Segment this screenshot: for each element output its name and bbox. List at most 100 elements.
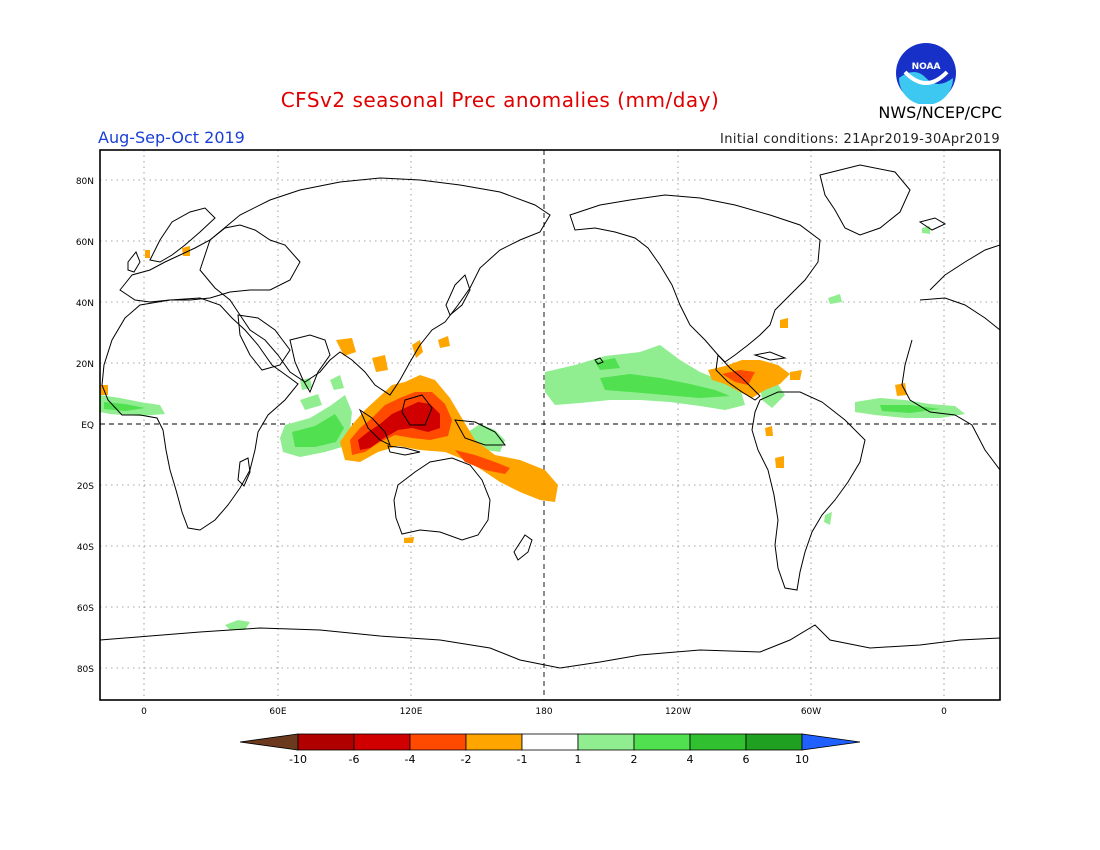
noaa-logo-text: NOAA — [912, 62, 941, 72]
coast-south-america — [751, 391, 866, 591]
dry-patch-bay-bengal — [336, 338, 356, 356]
lat-label: 80N — [76, 177, 94, 187]
initial-conditions: Initial conditions: 21Apr2019-30Apr2019 — [719, 132, 1000, 147]
dry-patch-europe — [145, 250, 150, 258]
wet-patch-bay-bengal — [330, 375, 344, 390]
legend-swatch — [521, 733, 579, 751]
dry-patch-andes — [765, 426, 773, 436]
coast-uk — [127, 251, 141, 273]
legend-swatch — [689, 733, 747, 751]
map-background — [100, 150, 1000, 700]
wet-patch-indian-ocean-core — [292, 414, 344, 447]
wet-patch-north-atlantic — [828, 294, 842, 304]
coast-asia — [199, 177, 551, 396]
coast-java — [387, 445, 421, 456]
legend-tick-label: 6 — [743, 753, 750, 766]
wet-patch-southern-ocean — [225, 620, 250, 630]
dry-patch-philippines-2 — [438, 336, 450, 348]
legend-tick-label: -4 — [405, 753, 416, 766]
lon-label: 60E — [269, 707, 286, 717]
dry-patch-amazon — [775, 456, 784, 468]
coast-hawaii — [594, 357, 604, 365]
legend-tick-label: 4 — [687, 753, 694, 766]
coast-central-america — [715, 353, 761, 401]
agency-label: NWS/NCEP/CPC — [878, 103, 1002, 122]
forecast-period: Aug-Sep-Oct 2019 — [98, 128, 245, 147]
lat-label: 40N — [76, 299, 94, 309]
noaa-logo: NOAA — [896, 43, 956, 104]
legend-tick-label: -2 — [461, 753, 472, 766]
coastlines — [100, 164, 1000, 669]
legend-tick-label: -1 — [517, 753, 528, 766]
legend-tick-label: 10 — [795, 753, 809, 766]
coast-north-america — [569, 194, 821, 363]
lon-label: 0 — [141, 707, 147, 717]
legend-swatch — [409, 733, 467, 751]
wet-patch-indian-ocean-north — [300, 394, 322, 410]
coast-scandinavia — [149, 207, 216, 263]
coast-australia — [393, 457, 491, 541]
coast-europe-east-edge — [929, 244, 1000, 291]
lon-label: 180 — [535, 707, 552, 717]
dry-patch-atlantic-coast — [895, 383, 907, 396]
wet-patch-tropical-atlantic-core — [880, 405, 940, 413]
coast-sumatra — [358, 408, 391, 447]
gridlines — [100, 150, 1000, 700]
dry-patch-australia — [404, 537, 414, 543]
lat-labels: 80N 60N 40N 20N EQ 20S 40S 60S 80S — [76, 177, 94, 675]
legend-tick-label: -10 — [289, 753, 307, 766]
coast-iceland — [918, 217, 947, 231]
wet-patch-atlantic-east-core — [104, 402, 145, 411]
legend-swatch — [297, 733, 355, 751]
coast-africa-west-repeat — [901, 339, 1000, 471]
legend-swatch — [577, 733, 635, 751]
coast-madagascar — [237, 457, 251, 487]
wet-patch-greenland-sea — [922, 226, 930, 234]
map-title: CFSv2 seasonal Prec anomalies (mm/day) — [280, 88, 720, 112]
color-legend: -10 -6 -4 -2 -1 1 2 4 6 10 — [239, 733, 861, 766]
lat-label: 80S — [77, 665, 94, 675]
coast-arabia — [237, 314, 291, 371]
lat-label: 60N — [76, 238, 94, 248]
legend-arrow-low — [239, 733, 299, 751]
legend-swatch — [745, 733, 803, 751]
lon-labels: 0 60E 120E 180 120W 60W 0 — [141, 707, 947, 717]
lat-label: 20N — [76, 360, 94, 370]
coast-india — [289, 334, 331, 394]
coast-africa — [101, 297, 299, 531]
dry-patch-north-atlantic — [780, 318, 788, 328]
noaa-logo-gull — [903, 70, 949, 85]
legend-swatch — [633, 733, 691, 751]
coast-africa-east-edge — [919, 297, 1000, 331]
lat-label: 40S — [77, 543, 94, 553]
coast-new-zealand — [513, 534, 533, 561]
lat-label: 60S — [77, 604, 94, 614]
dry-patch-south-pacific-band — [455, 450, 510, 474]
lat-label: EQ — [81, 421, 94, 431]
legend-tick-label: 2 — [631, 753, 638, 766]
legend-tick-label: -6 — [349, 753, 360, 766]
coast-europe — [119, 224, 301, 303]
lon-label: 0 — [941, 707, 947, 717]
wet-patch-central-pacific-core — [600, 374, 730, 398]
legend-arrow-high — [801, 733, 861, 751]
coast-japan — [445, 274, 471, 316]
coast-greenland — [819, 164, 911, 236]
lat-label: 20S — [77, 482, 94, 492]
legend-swatch — [465, 733, 523, 751]
coast-cuba — [753, 351, 787, 361]
lon-label: 60W — [801, 707, 821, 717]
wet-patch-brazil — [824, 512, 832, 525]
map-frame — [99, 149, 1001, 701]
wet-patch-central-pacific-north — [595, 358, 620, 370]
lon-label: 120E — [400, 707, 423, 717]
lon-label: 120W — [665, 707, 691, 717]
dry-patch-central-america-core — [722, 370, 755, 385]
legend-swatch — [353, 733, 411, 751]
coast-antarctica — [100, 624, 1000, 669]
legend-tick-label: 1 — [575, 753, 582, 766]
dry-patch-caribbean-east — [790, 370, 802, 380]
coast-borneo — [401, 394, 433, 426]
coast-new-guinea — [454, 419, 507, 446]
